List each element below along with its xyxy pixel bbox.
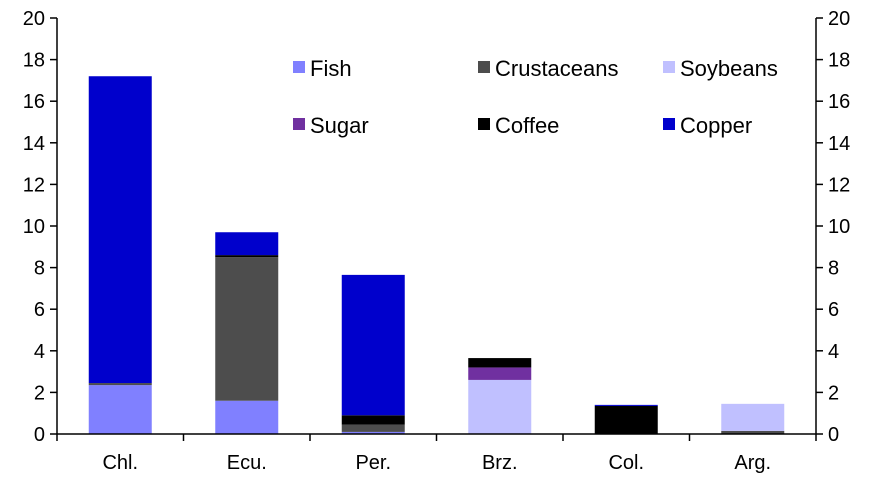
legend-label-copper: Copper [680,113,752,138]
bar-soybeans-brz [468,379,532,434]
y-tick-label-right: 10 [828,216,850,238]
x-tick-label: Ecu. [227,452,267,474]
bar-crustaceans-ecu [215,257,279,401]
bar-fish-ecu [215,400,279,434]
legend-label-fish: Fish [310,56,352,81]
y-tick-label-left: 12 [23,174,45,196]
bar-coffee-brz [468,358,532,368]
legend-swatch-copper [663,118,675,130]
legend-swatch-soybeans [663,61,675,73]
bar-fish-chl [88,385,152,434]
y-tick-label-left: 4 [34,341,45,363]
y-tick-label-left: 8 [34,258,45,280]
x-tick-label: Brz. [482,452,518,474]
legend-label-soybeans: Soybeans [680,56,778,81]
bar-fish-per [341,431,405,434]
legend-label-crustaceans: Crustaceans [495,56,619,81]
bar-soybeans-arg [721,403,785,431]
axes-layer: 0 0 2 2 4 4 6 6 8 8 10 10 12 12 14 14 16 16 18 18 20 20 Chl. Ec… [23,8,851,474]
y-tick-label-right: 8 [828,258,839,280]
y-tick-label-left: 16 [23,91,45,113]
y-tick-label-right: 2 [828,382,839,404]
y-tick-label-left: 18 [23,50,45,72]
legend-label-sugar: Sugar [310,113,369,138]
y-tick-label-right: 16 [828,91,850,113]
y-tick-label-right: 0 [828,424,839,446]
y-tick-label-left: 20 [23,8,45,30]
bar-copper-col [594,404,658,406]
bar-coffee-ecu [215,255,279,258]
bar-sugar-brz [468,367,532,380]
legend-swatch-coffee [478,118,490,130]
y-tick-label-left: 6 [34,299,45,321]
bar-copper-per [341,274,405,416]
bar-crustaceans-chl [88,383,152,386]
bar-crustaceans-arg [721,430,785,434]
legend-label-coffee: Coffee [495,113,559,138]
y-tick-label-left: 2 [34,382,45,404]
bar-crustaceans-per [341,424,405,432]
x-tick-label: Per. [355,452,391,474]
y-tick-label-left: 0 [34,424,45,446]
y-tick-label-right: 18 [828,50,850,72]
legend-swatch-fish [293,61,305,73]
y-tick-label-right: 14 [828,133,850,155]
legend-swatch-crustaceans [478,61,490,73]
y-tick-label-right: 12 [828,174,850,196]
bar-coffee-col [594,405,658,434]
legend: Fish Crustaceans Soybeans Sugar Coffee Copper [293,56,778,138]
bar-coffee-per [341,415,405,425]
y-tick-label-right: 4 [828,341,839,363]
x-tick-label: Arg. [734,452,771,474]
y-tick-label-left: 10 [23,216,45,238]
bar-copper-ecu [215,232,279,256]
y-tick-label-right: 20 [828,8,850,30]
bar-copper-chl [88,76,152,384]
x-tick-label: Col. [608,452,644,474]
legend-swatch-sugar [293,118,305,130]
x-tick-label: Chl. [102,452,138,474]
y-tick-label-left: 14 [23,133,45,155]
y-tick-label-right: 6 [828,299,839,321]
bars-layer [88,76,785,434]
